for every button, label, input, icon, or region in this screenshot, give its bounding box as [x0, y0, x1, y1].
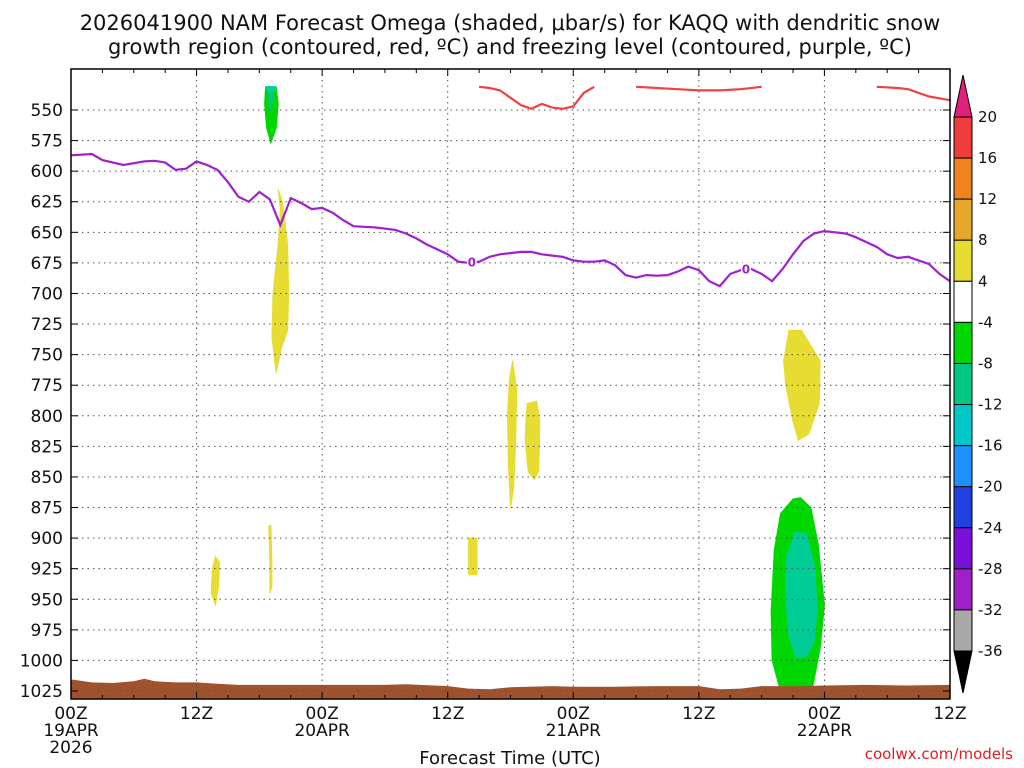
colorbar: 20 16 12 8 4 -4 -8 -12 -16 -20 -24 -28 -32 -36	[953, 74, 1003, 694]
x-tick-label-36-0: 12Z	[431, 704, 464, 724]
y-tick-label-625: 625	[31, 193, 63, 213]
y-tick-label-775: 775	[31, 376, 63, 396]
credit-text: coolwx.com/models	[865, 745, 1013, 763]
freezing-level-label-bg-0	[466, 255, 477, 269]
y-tick-label-750: 750	[31, 346, 63, 366]
omega-region-3	[271, 189, 290, 374]
x-tick-label-0-1: 19APR	[43, 721, 99, 741]
y-tick-label-925: 925	[31, 560, 63, 580]
x-tick-label-72-0: 00Z	[808, 704, 841, 724]
y-tick-label-850: 850	[31, 468, 63, 488]
x-tick-label-0-0: 00Z	[54, 704, 87, 724]
colorbar-swatch-0	[953, 116, 973, 159]
x-axis-label: Forecast Time (UTC)	[419, 748, 600, 768]
terrain-fill	[71, 678, 950, 699]
colorbar-swatch-12	[953, 609, 973, 652]
omega-region-6	[468, 537, 478, 576]
grid-layer	[71, 69, 950, 699]
colorbar-swatch-2	[953, 198, 973, 241]
chart-title-line-2: growth region (contoured, red, ºC) and f…	[108, 35, 912, 59]
x-tick-label-0-2: 2026	[49, 738, 92, 758]
colorbar-label-12: -32	[978, 601, 1003, 619]
colorbar-label-7: -12	[978, 396, 1003, 414]
y-tick-label-800: 800	[31, 407, 63, 427]
omega-region-11	[785, 531, 818, 659]
freezing-level-label-1: 0	[742, 263, 750, 277]
y-tick-label-950: 950	[31, 590, 63, 610]
colorbar-swatch-1	[953, 157, 973, 200]
colorbar-label-4: 4	[978, 272, 988, 290]
omega-region-2	[266, 86, 276, 91]
dgz-contour-1	[636, 85, 762, 92]
x-tick-label-48-0: 00Z	[557, 704, 590, 724]
y-tick-label-725: 725	[31, 315, 63, 335]
omega-region-4	[210, 555, 221, 606]
dgz-contour-0	[478, 85, 595, 110]
terrain-layer	[71, 678, 950, 699]
colorbar-swatch-5	[953, 321, 973, 364]
freezing-level-contour	[71, 152, 950, 288]
y-tick-label-700: 700	[31, 284, 63, 304]
freezing-level-label-0: 0	[468, 256, 476, 270]
colorbar-label-9: -20	[978, 478, 1003, 496]
y-tick-label-975: 975	[31, 621, 63, 641]
y-tick-label-1025: 1025	[20, 682, 63, 702]
y-tick-label-675: 675	[31, 254, 63, 274]
omega-region-9	[783, 329, 821, 442]
x-tick-label-48-1: 21APR	[546, 721, 602, 741]
colorbar-label-3: 8	[978, 231, 988, 249]
dgz-contour-2	[876, 85, 950, 102]
colorbar-swatch-10	[953, 527, 973, 570]
y-tick-label-650: 650	[31, 223, 63, 243]
colorbar-swatch-4	[953, 280, 973, 323]
chart-title-line-1: 2026041900 NAM Forecast Omega (shaded, μ…	[80, 11, 941, 35]
colorbar-top-arrow	[953, 74, 973, 118]
y-tick-label-875: 875	[31, 499, 63, 519]
omega-region-0	[264, 86, 279, 145]
colorbar-label-6: -8	[978, 354, 993, 372]
contour-labels-layer: 00	[466, 255, 751, 277]
colorbar-label-11: -28	[978, 560, 1003, 578]
freezing-level-label-bg-1	[740, 262, 751, 276]
omega-region-8	[524, 400, 541, 481]
x-tick-label-72-1: 22APR	[797, 721, 853, 741]
x-tick-label-60-0: 12Z	[682, 704, 715, 724]
colorbar-label-0: 20	[978, 108, 997, 126]
colorbar-swatch-7	[953, 404, 973, 447]
contour-lines-layer	[71, 85, 950, 288]
y-tick-label-900: 900	[31, 529, 63, 549]
x-tick-label-24-1: 20APR	[294, 721, 350, 741]
y-tick-label-575: 575	[31, 132, 63, 152]
x-tick-label-12-0: 12Z	[180, 704, 213, 724]
colorbar-swatch-8	[953, 445, 973, 488]
colorbar-label-10: -24	[978, 519, 1003, 537]
colorbar-swatch-6	[953, 362, 973, 406]
colorbar-label-2: 12	[978, 190, 997, 208]
colorbar-bottom-arrow	[953, 650, 973, 694]
colorbar-label-5: -4	[978, 313, 993, 331]
y-axis: 550 575 600 625 650 675 700 725 750 775 800 825 850 8…	[20, 101, 950, 702]
y-tick-label-550: 550	[31, 101, 63, 121]
colorbar-label-8: -16	[978, 437, 1003, 455]
omega-shading-layer	[210, 86, 825, 699]
colorbar-swatch-11	[953, 568, 973, 611]
colorbar-swatch-3	[953, 239, 973, 282]
colorbar-label-1: 16	[978, 149, 997, 167]
y-tick-label-600: 600	[31, 162, 63, 182]
omega-region-5	[268, 525, 273, 594]
y-tick-label-825: 825	[31, 437, 63, 457]
colorbar-label-13: -36	[978, 642, 1003, 660]
omega-region-7	[506, 360, 518, 508]
x-tick-label-84-0: 12Z	[933, 704, 966, 724]
y-tick-label-1000: 1000	[20, 651, 63, 671]
x-tick-label-24-0: 00Z	[306, 704, 339, 724]
colorbar-swatch-9	[953, 486, 973, 529]
